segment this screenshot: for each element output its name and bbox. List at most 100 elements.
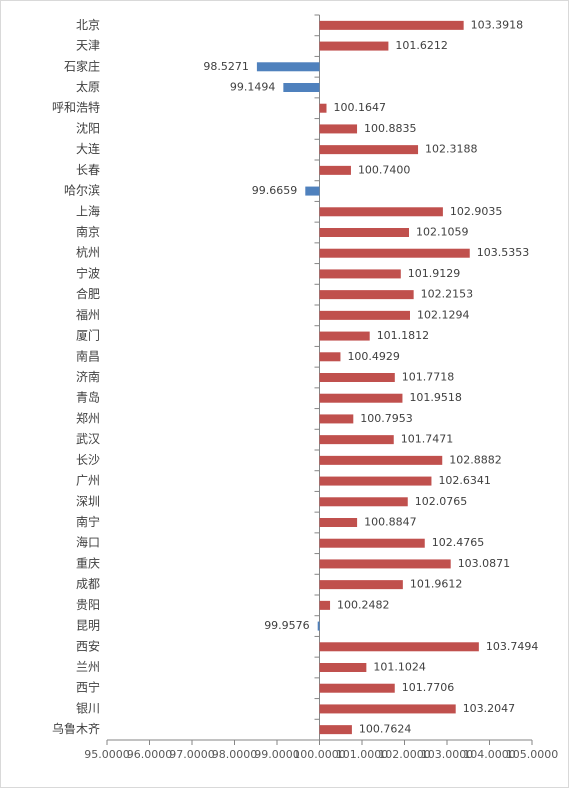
value-label: 102.6341: [438, 474, 491, 487]
bar: [319, 393, 403, 403]
y-tick-label: 长春: [76, 163, 100, 177]
x-tick-label: 95.0000: [84, 748, 130, 761]
y-tick-label: 南宁: [76, 514, 100, 529]
value-label: 101.7471: [401, 433, 454, 446]
bar: [319, 207, 443, 217]
bar: [319, 373, 395, 382]
x-tick-label: 103.0000: [421, 748, 474, 761]
y-tick-label: 合肥: [76, 286, 100, 301]
y-tick-label: 长沙: [76, 453, 100, 467]
y-tick-label: 西安: [76, 638, 100, 653]
value-label: 99.9576: [264, 619, 310, 632]
y-tick-label: 乌鲁木齐: [52, 721, 100, 736]
y-tick-label: 福州: [76, 307, 100, 322]
x-tick-label: 101.0000: [336, 748, 389, 761]
bar: [319, 476, 432, 486]
value-label: 103.7494: [486, 640, 539, 653]
y-tick-label: 南昌: [76, 348, 100, 363]
y-tick-label: 昆明: [76, 619, 100, 633]
value-label: 100.1647: [333, 101, 386, 114]
y-tick-label: 郑州: [76, 410, 100, 425]
y-tick-label: 南京: [76, 224, 100, 239]
value-label: 100.8835: [364, 122, 417, 135]
y-tick-label: 济南: [76, 369, 100, 384]
x-tick-label: 99.0000: [254, 748, 300, 761]
y-tick-label: 太原: [76, 79, 100, 94]
value-label: 101.1812: [377, 329, 430, 342]
y-tick-label: 天津: [76, 39, 100, 53]
value-label: 103.3918: [471, 18, 524, 31]
value-label: 102.0765: [415, 495, 468, 508]
x-tick-label: 102.0000: [378, 748, 431, 761]
bar: [319, 145, 419, 155]
value-label: 100.2482: [337, 598, 390, 611]
y-tick-label: 西宁: [76, 680, 100, 695]
bar: [319, 497, 408, 507]
y-tick-label: 哈尔滨: [64, 183, 100, 198]
value-label: 103.0871: [458, 557, 511, 570]
value-label: 102.4765: [432, 536, 485, 549]
value-label: 101.7706: [402, 681, 455, 694]
bar: [319, 559, 451, 569]
value-label: 102.2153: [421, 288, 474, 301]
value-label: 101.9612: [410, 578, 463, 591]
value-label: 99.1494: [230, 81, 276, 94]
value-label: 102.1294: [417, 308, 470, 321]
bar: [319, 41, 389, 51]
x-tick-label: 104.0000: [463, 748, 516, 761]
y-tick-label: 银川: [76, 701, 100, 715]
y-tick-label: 重庆: [76, 556, 100, 570]
bar: [319, 600, 331, 610]
bar: [283, 83, 320, 92]
y-tick-label: 宁波: [76, 265, 100, 280]
value-label: 99.6659: [252, 184, 298, 197]
value-label: 101.7718: [402, 371, 455, 384]
y-tick-label: 上海: [76, 203, 100, 218]
x-tick-label: 96.0000: [127, 748, 173, 761]
bar: [319, 352, 341, 362]
bar: [319, 103, 327, 113]
value-label: 101.1024: [373, 661, 426, 674]
value-label: 101.9129: [408, 267, 461, 280]
bar: [319, 20, 464, 30]
value-label: 102.9035: [450, 205, 503, 218]
bar: [319, 725, 352, 735]
value-label: 100.7953: [360, 412, 413, 425]
value-label: 103.2047: [463, 702, 515, 715]
bar: [305, 186, 320, 196]
bar: [319, 290, 414, 300]
bar: [319, 435, 394, 445]
y-tick-label: 石家庄: [64, 58, 100, 73]
bar: [319, 455, 443, 465]
value-label: 100.7624: [359, 723, 412, 736]
x-tick-label: 105.0000: [506, 748, 559, 761]
value-label: 98.5271: [203, 60, 249, 73]
y-tick-label: 武汉: [76, 432, 100, 446]
value-label: 103.5353: [477, 246, 530, 259]
value-label: 102.1059: [416, 226, 469, 239]
x-tick-label: 98.0000: [212, 748, 258, 761]
bar: [319, 248, 470, 258]
x-tick-label: 97.0000: [169, 748, 215, 761]
value-label: 100.4929: [347, 350, 400, 363]
y-tick-label: 贵阳: [76, 598, 100, 612]
y-tick-label: 大连: [76, 141, 100, 156]
value-label: 100.7400: [358, 163, 411, 176]
bar: [319, 580, 403, 590]
bar: [319, 663, 367, 672]
y-tick-label: 兰州: [76, 660, 100, 674]
value-label: 102.3188: [425, 143, 478, 156]
y-tick-label: 厦门: [76, 328, 100, 343]
y-tick-label: 深圳: [76, 494, 100, 508]
bar: [319, 518, 358, 527]
bar: [319, 310, 410, 320]
y-tick-label: 呼和浩特: [52, 100, 100, 115]
y-tick-label: 广州: [76, 474, 100, 488]
value-label: 100.8847: [364, 516, 417, 529]
bar: [319, 683, 395, 693]
y-tick-label: 杭州: [76, 245, 100, 260]
bar: [256, 62, 320, 72]
x-tick-label: 100.0000: [293, 748, 346, 761]
